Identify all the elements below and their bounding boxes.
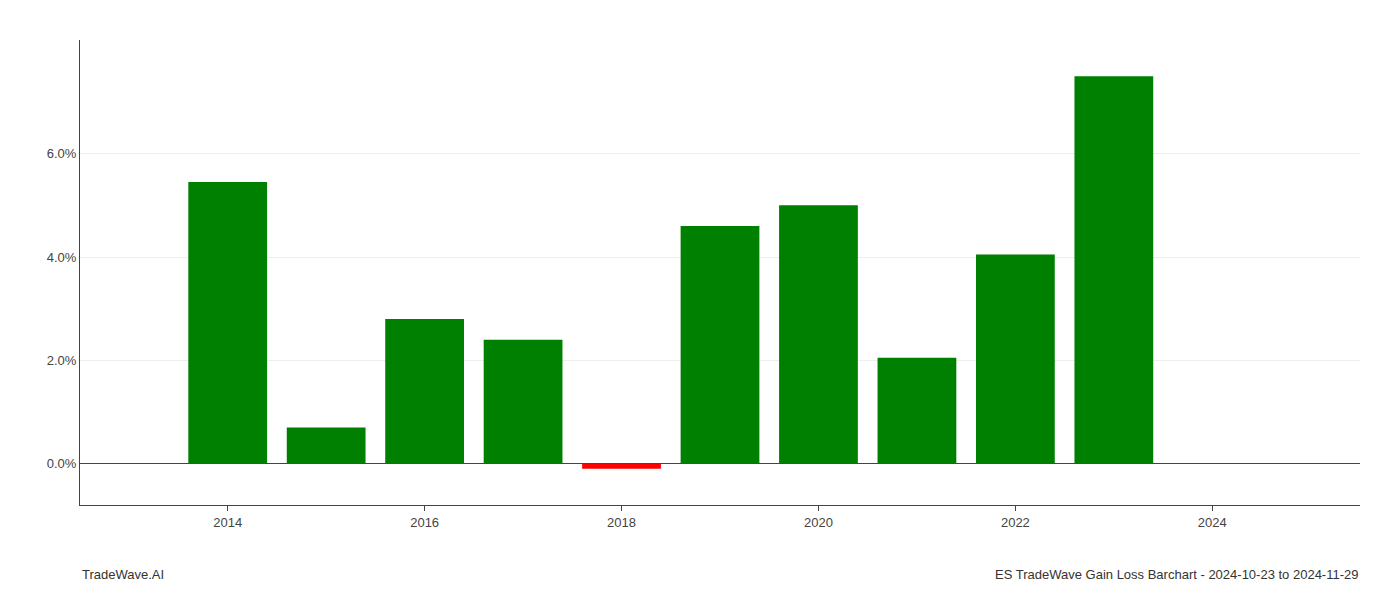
svg-text:2020: 2020 <box>804 515 833 530</box>
svg-text:2018: 2018 <box>607 515 636 530</box>
svg-text:4.0%: 4.0% <box>47 250 77 265</box>
svg-text:6.0%: 6.0% <box>47 146 77 161</box>
svg-text:0.0%: 0.0% <box>47 456 77 471</box>
svg-text:2022: 2022 <box>1001 515 1030 530</box>
svg-text:2024: 2024 <box>1198 515 1227 530</box>
svg-text:2016: 2016 <box>410 515 439 530</box>
svg-text:ES TradeWave Gain Loss Barchar: ES TradeWave Gain Loss Barchart - 2024-1… <box>995 567 1358 582</box>
svg-text:TradeWave.AI: TradeWave.AI <box>82 567 164 582</box>
svg-text:2014: 2014 <box>213 515 242 530</box>
svg-text:2.0%: 2.0% <box>47 353 77 368</box>
